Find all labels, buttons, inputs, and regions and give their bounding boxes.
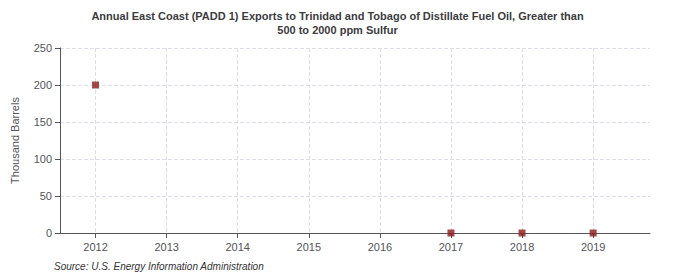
svg-text:2013: 2013 xyxy=(154,241,178,253)
svg-text:2012: 2012 xyxy=(83,241,107,253)
svg-text:2015: 2015 xyxy=(297,241,321,253)
svg-text:250: 250 xyxy=(34,42,52,54)
svg-text:150: 150 xyxy=(34,116,52,128)
svg-text:500 to 2000 ppm Sulfur: 500 to 2000 ppm Sulfur xyxy=(277,24,398,36)
svg-text:50: 50 xyxy=(40,190,52,202)
svg-text:2014: 2014 xyxy=(225,241,249,253)
svg-text:0: 0 xyxy=(46,227,52,239)
svg-text:2016: 2016 xyxy=(368,241,392,253)
svg-text:Thousand Barrels: Thousand Barrels xyxy=(9,97,21,184)
svg-text:200: 200 xyxy=(34,79,52,91)
svg-text:2018: 2018 xyxy=(510,241,534,253)
svg-text:100: 100 xyxy=(34,153,52,165)
svg-text:2019: 2019 xyxy=(581,241,605,253)
svg-text:Source: U.S. Energy Informatio: Source: U.S. Energy Information Administ… xyxy=(54,261,264,272)
svg-text:2017: 2017 xyxy=(439,241,463,253)
svg-text:Annual East Coast (PADD 1) Exp: Annual East Coast (PADD 1) Exports to Tr… xyxy=(91,10,583,22)
